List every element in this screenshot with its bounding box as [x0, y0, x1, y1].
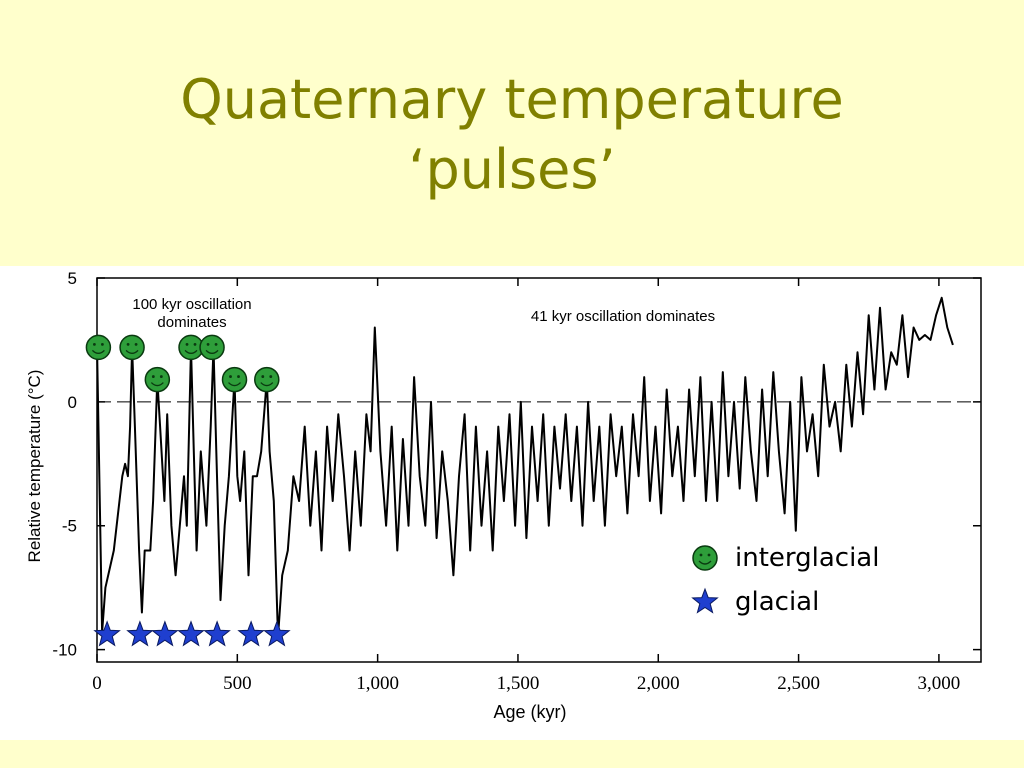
interglacial-marker	[144, 366, 171, 393]
smiley-eye	[229, 375, 232, 378]
x-tick-label: 2,000	[637, 673, 680, 694]
smiley-eye	[707, 553, 711, 557]
y-tick-label: -5	[62, 517, 77, 536]
smiley-face	[199, 334, 225, 361]
x-axis-label: Age (kyr)	[493, 702, 566, 722]
smiley-mouth	[91, 349, 105, 355]
interglacial-marker	[119, 334, 145, 361]
y-axis-label: Relative temperature (°C)	[25, 370, 44, 563]
smiley-face	[144, 366, 171, 393]
smiley-mouth	[698, 560, 712, 565]
smiley-eye	[159, 375, 163, 378]
x-tick-label: 1,000	[356, 673, 399, 694]
smiley-eye	[237, 375, 240, 378]
smiley-mouth	[260, 382, 274, 387]
smiley-eye	[126, 342, 130, 346]
title-line: Quaternary temperature	[180, 68, 844, 131]
annotation: dominates	[157, 314, 226, 331]
smiley-face	[119, 334, 145, 361]
glacial-marker	[177, 620, 205, 647]
smiley-eye	[699, 553, 703, 557]
x-tick-label: 500	[223, 673, 252, 694]
smiley-eye	[101, 342, 104, 346]
annotation: 41 kyr oscillation dominates	[531, 308, 715, 325]
x-tick-label: 2,500	[777, 673, 820, 694]
smiley-face	[85, 334, 112, 361]
smiley-mouth	[125, 349, 139, 355]
chart: 5 0 -5 -10 0 500 1,000 1,500 2,000 2,500 3,000 Age …	[25, 269, 982, 722]
smiley-eye	[269, 375, 273, 378]
glacial-marker	[151, 620, 179, 647]
y-tick-label: 5	[68, 269, 77, 288]
smiley-mouth	[184, 349, 198, 355]
smiley-eye	[151, 375, 155, 378]
x-tick-label: 1,500	[497, 673, 540, 694]
smiley-mouth	[228, 382, 241, 387]
legend-symbol	[692, 545, 718, 571]
interglacial-marker	[254, 366, 280, 393]
y-tick-label: 0	[68, 393, 77, 412]
glacial-marker	[203, 620, 231, 647]
legend-label: interglacial	[735, 543, 879, 573]
smiley-face	[692, 545, 718, 571]
legend-label: glacial	[735, 587, 819, 617]
smiley-eye	[206, 342, 210, 346]
smiley-eye	[134, 342, 138, 346]
annotation: 100 kyr oscillation	[132, 296, 251, 313]
smiley-eye	[193, 342, 197, 346]
x-tick-label: 0	[92, 673, 102, 694]
plot-frame	[96, 277, 982, 663]
smiley-mouth	[205, 349, 219, 355]
interglacial-marker	[199, 334, 225, 361]
glacial-marker	[93, 620, 121, 647]
smiley-face	[221, 366, 248, 393]
title-line: ‘pulses’	[408, 138, 615, 201]
interglacial-marker	[221, 366, 248, 393]
temperature-line	[96, 296, 954, 639]
smiley-eye	[214, 342, 218, 346]
smiley-mouth	[150, 382, 164, 387]
y-tick-label: -10	[52, 641, 77, 660]
glacial-marker	[237, 620, 265, 647]
x-tick-label: 3,000	[918, 673, 961, 694]
smiley-eye	[261, 375, 265, 378]
smiley-face	[254, 366, 280, 393]
glacial-marker	[126, 620, 154, 647]
legend-symbol	[691, 587, 719, 614]
glacial-marker	[263, 620, 291, 647]
smiley-eye	[185, 342, 189, 346]
interglacial-marker	[85, 334, 112, 361]
smiley-eye	[93, 342, 96, 346]
